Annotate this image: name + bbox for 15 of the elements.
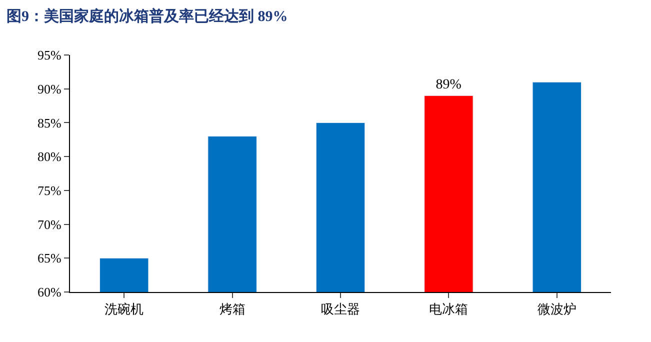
y-tick-label: 90% [38,81,62,96]
y-tick-label: 95% [38,48,62,63]
chart-title: 图9：美国家庭的冰箱普及率已经达到 89% [6,6,288,25]
x-tick-label: 微波炉 [537,302,576,317]
y-tick-label: 65% [38,250,62,266]
x-tick-label: 电冰箱 [429,302,468,317]
y-tick-label: 75% [38,182,62,198]
x-tick-label: 洗碗机 [104,302,144,317]
x-tick-label: 烤箱 [219,302,246,317]
y-tick-label: 60% [38,284,62,300]
y-tick-label: 80% [38,149,62,164]
y-tick-label: 85% [38,115,62,130]
x-tick-label: 吸尘器 [321,302,360,317]
y-tick-label: 70% [38,216,62,232]
data-label: 89% [436,78,462,93]
